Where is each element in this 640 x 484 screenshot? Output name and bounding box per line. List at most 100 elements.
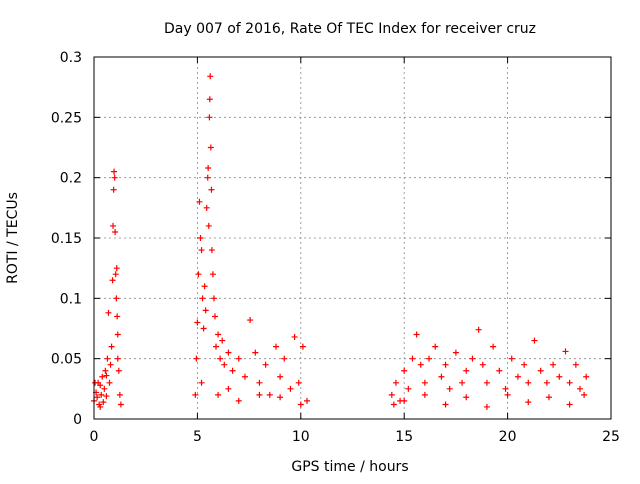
data-point [211,313,218,320]
data-point [388,391,395,398]
data-point [421,391,428,398]
data-point [566,401,573,408]
grid [94,57,611,419]
data-points [91,73,590,410]
data-point [110,222,117,229]
data-point [504,391,511,398]
data-point [281,355,288,362]
data-point [531,337,538,344]
data-point [198,379,205,386]
data-point [229,367,236,374]
data-point [463,394,470,401]
data-point [225,349,232,356]
data-point [204,174,211,181]
data-point [99,373,106,380]
data-point [256,379,263,386]
data-point [116,391,123,398]
data-point [502,385,509,392]
data-point [297,401,304,408]
data-point [469,355,476,362]
data-point [209,271,216,278]
data-point [112,228,119,235]
data-point [566,379,573,386]
data-point [256,391,263,398]
data-point [291,333,298,340]
data-point [401,397,408,404]
data-point [200,325,207,332]
data-point [219,337,226,344]
data-point [225,385,232,392]
y-tick-label: 0.2 [60,171,82,187]
data-point [100,399,107,406]
data-point [459,379,466,386]
data-point [117,401,124,408]
data-point [508,355,515,362]
data-point [583,373,590,380]
data-point [202,307,209,314]
data-point [247,317,254,324]
data-point [215,331,222,338]
data-point [543,379,550,386]
data-point [111,168,118,175]
data-point [114,313,121,320]
data-point [112,271,119,278]
plot-frame [93,56,612,420]
data-point [207,144,214,151]
data-point [525,399,532,406]
data-point [277,373,284,380]
data-point [215,391,222,398]
data-point [221,361,228,368]
y-tick-label: 0.05 [51,352,82,368]
y-tick-label: 0 [73,412,82,428]
data-point [432,343,439,350]
data-point [262,361,269,368]
data-point [98,391,105,398]
data-point [556,373,563,380]
y-tick-label: 0.1 [60,291,82,307]
data-point [213,343,220,350]
data-point [193,355,200,362]
data-point [235,397,242,404]
data-point [113,295,120,302]
data-point [545,394,552,401]
y-tick-label: 0.3 [60,50,82,66]
x-tick-label: 25 [602,429,620,445]
data-point [446,385,453,392]
data-point [102,367,109,374]
data-point [550,361,557,368]
data-point [241,373,248,380]
data-point [203,204,210,211]
data-point [205,222,212,229]
chart-title: Day 007 of 2016, Rate Of TEC Index for r… [164,21,536,37]
data-point [235,355,242,362]
data-point [475,326,482,333]
data-point [206,114,213,121]
x-tick-label: 10 [292,429,310,445]
data-point [442,401,449,408]
data-point [92,379,99,386]
data-point [287,385,294,392]
data-point [266,391,273,398]
data-point [562,348,569,355]
y-axis-label: ROTI / TECUs [5,192,21,284]
data-point [103,393,110,400]
data-point [97,403,104,410]
data-point [208,247,215,254]
data-point [103,372,110,379]
data-point [195,271,202,278]
x-tick-label: 20 [499,429,517,445]
data-point [537,367,544,374]
y-tick-label: 0.15 [51,231,82,247]
data-point [205,165,212,172]
data-point [572,361,579,368]
data-point [405,385,412,392]
data-point [107,361,114,368]
data-point [196,198,203,205]
data-point [210,295,217,302]
data-point [392,379,399,386]
x-tick-label: 15 [395,429,413,445]
data-point [199,295,206,302]
data-point [108,343,115,350]
x-tick-label: 0 [90,429,99,445]
